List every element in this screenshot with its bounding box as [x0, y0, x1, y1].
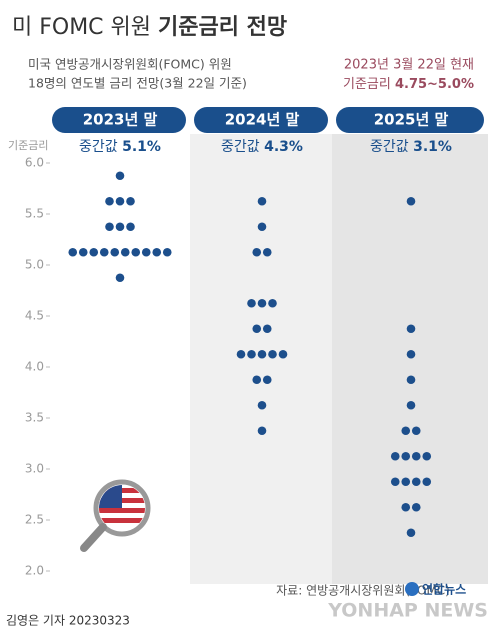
dot: [390, 477, 400, 487]
dot: [252, 247, 262, 257]
dot: [247, 349, 256, 359]
y-tick-label: 6.0: [25, 156, 44, 170]
dot: [401, 502, 411, 512]
dot: [411, 502, 421, 512]
logo: 연합뉴스: [422, 582, 466, 597]
median-text: 중간값: [79, 139, 118, 155]
column-bg: [332, 134, 488, 584]
subtitle: 18명의 연도별 금리 전망(3월 22일 기준): [28, 76, 247, 91]
note: 기준금리 4.75~5.0%: [343, 77, 474, 92]
dot: [152, 247, 162, 257]
dot: [262, 375, 272, 385]
chart-title: 미 FOMC 위원 기준금리 전망: [12, 15, 287, 40]
y-tick-label: 3.5: [25, 411, 44, 425]
column-header-label: 2024년 말: [225, 111, 300, 129]
median-value: 3.1%: [413, 139, 452, 155]
median-text: 중간값: [221, 139, 260, 155]
dot: [257, 298, 267, 308]
median-label: 중간값 4.3%: [221, 139, 303, 155]
y-axis-label: 기준금리: [8, 139, 48, 152]
dot: [401, 451, 411, 461]
dot: [115, 273, 125, 283]
dot: [89, 247, 99, 257]
median-value: 4.3%: [264, 139, 303, 155]
column-header-label: 2025년 말: [374, 111, 449, 129]
dot: [131, 247, 141, 257]
y-tick-label: 2.0: [25, 564, 44, 578]
dot: [115, 171, 125, 181]
dot: [257, 426, 267, 436]
column-header-label: 2023년 말: [83, 111, 158, 129]
dot: [401, 426, 411, 436]
y-tick-label: 4.5: [25, 309, 44, 323]
credit: 김영은 기자 20230323: [6, 614, 130, 628]
dot: [390, 451, 400, 461]
dot: [126, 222, 135, 232]
median-text: 중간값: [370, 139, 409, 155]
dot: [115, 196, 125, 206]
column-header: [336, 107, 484, 133]
dot: [411, 451, 421, 461]
dot: [68, 247, 78, 257]
note: 2023년 3월 22일 현재: [344, 58, 474, 73]
dot: [257, 400, 267, 410]
y-tick-label: 5.5: [25, 207, 44, 221]
dot: [406, 324, 416, 334]
dot: [105, 196, 114, 206]
dot: [141, 247, 151, 257]
logo-icon: [405, 582, 419, 596]
magnifier-icon: [80, 479, 151, 552]
dot: [268, 349, 277, 359]
dot: [252, 324, 262, 334]
column-header: [52, 107, 186, 133]
dot: [278, 349, 288, 359]
dot: [406, 375, 416, 385]
dot: [406, 528, 416, 538]
column-header: [194, 107, 328, 133]
column-bg: [190, 134, 332, 584]
dot: [406, 196, 416, 206]
dot: [411, 426, 421, 436]
dot: [105, 222, 114, 232]
dot: [262, 324, 272, 334]
subtitle: 미국 연방공개시장위원회(FOMC) 위원: [28, 57, 232, 72]
dot: [411, 477, 421, 487]
dot: [115, 222, 125, 232]
dot: [257, 349, 267, 359]
dot: [99, 247, 109, 257]
dot: [110, 247, 120, 257]
dot: [406, 349, 416, 359]
dot: [252, 375, 262, 385]
dot: [120, 247, 130, 257]
dot: [78, 247, 88, 257]
median-label: 중간값 5.1%: [79, 139, 161, 155]
median-label: 중간값 3.1%: [370, 139, 452, 155]
watermark: YONHAP NEWS: [327, 600, 488, 622]
dot: [257, 196, 267, 206]
dot: [401, 477, 411, 487]
y-tick-label: 5.0: [25, 258, 44, 272]
dot: [247, 298, 256, 308]
dot: [257, 222, 267, 232]
dot: [262, 247, 272, 257]
dot: [162, 247, 172, 257]
dot: [406, 400, 416, 410]
dot: [236, 349, 246, 359]
dot: [268, 298, 277, 308]
y-tick-label: 3.0: [25, 462, 44, 476]
median-value: 5.1%: [122, 139, 161, 155]
y-tick-label: 2.5: [25, 513, 44, 527]
y-tick-label: 4.0: [25, 360, 44, 374]
dot: [422, 451, 432, 461]
dot: [422, 477, 432, 487]
dot: [126, 196, 135, 206]
